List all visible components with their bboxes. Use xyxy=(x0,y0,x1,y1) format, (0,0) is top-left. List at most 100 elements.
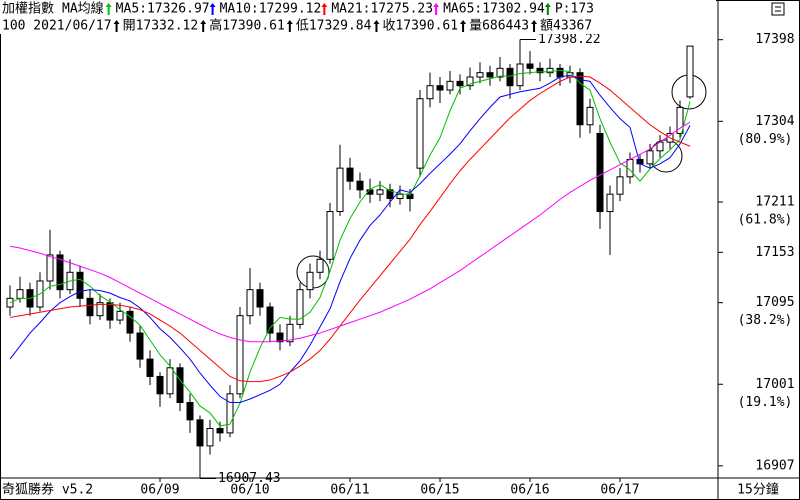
y-tick-label: 17304 xyxy=(755,114,794,129)
annotation: 17398.22 xyxy=(538,32,601,47)
candle-body xyxy=(496,67,504,78)
candle-body xyxy=(446,80,454,91)
candle-body xyxy=(506,67,514,87)
candle-body xyxy=(546,67,554,74)
ma-line xyxy=(9,121,691,343)
candle-body xyxy=(166,367,174,395)
legend-entry: MA65:17302.94 xyxy=(443,2,545,17)
candle-body xyxy=(456,80,464,87)
candle-body xyxy=(426,85,434,100)
separator-arrow xyxy=(209,3,216,15)
candle-body xyxy=(476,72,484,78)
candle-body xyxy=(316,258,324,273)
candle-body xyxy=(126,310,134,334)
candle-body xyxy=(296,289,304,325)
bar-info: 高17390.61 xyxy=(209,18,285,34)
candle-body xyxy=(236,315,244,395)
candle-body xyxy=(256,289,264,308)
separator-arrow xyxy=(460,20,467,32)
chart-title: 加權指數 xyxy=(2,2,54,17)
candle-body xyxy=(356,180,364,191)
y-tick-sublabel: (61.8%) xyxy=(738,213,793,228)
candle-body xyxy=(576,72,584,126)
candle-body xyxy=(46,254,54,282)
candle-body xyxy=(326,211,334,260)
candle-body xyxy=(276,332,284,343)
candle-body xyxy=(186,401,194,421)
bar-info: 收17390.61 xyxy=(382,19,458,34)
candle-body xyxy=(646,150,654,165)
period-label: 15分鐘 xyxy=(737,482,779,498)
candle-body xyxy=(466,76,474,87)
software-label: 奇狐勝券 v5.2 xyxy=(2,482,93,498)
legend-entry: MA10:17299.12 xyxy=(220,2,322,17)
candle-body xyxy=(396,193,404,200)
separator-arrow xyxy=(531,20,538,32)
y-tick-label: 16907 xyxy=(755,458,794,473)
x-tick-label: 06/11 xyxy=(330,483,369,498)
candle-body xyxy=(366,189,374,195)
y-tick-sublabel: (38.2%) xyxy=(738,313,793,328)
y-tick-label: 17211 xyxy=(755,195,794,210)
ma-line xyxy=(9,74,691,403)
candle-body xyxy=(606,193,614,213)
candle-body xyxy=(386,189,394,200)
separator-arrow xyxy=(321,3,328,15)
candle-body xyxy=(586,106,594,126)
bar-info: 開17332.12 xyxy=(123,19,199,34)
candle-body xyxy=(336,167,344,213)
separator-arrow xyxy=(373,20,380,32)
ma-line xyxy=(9,75,691,383)
x-tick-label: 06/16 xyxy=(510,483,549,498)
candle-body xyxy=(106,302,114,321)
y-tick-sublabel: (80.9%) xyxy=(738,132,793,147)
header: 加權指數 MA均線 MA5:17326.97 MA10:17299.12 MA21:17… xyxy=(0,0,716,34)
y-tick-sublabel: (19.1%) xyxy=(738,395,793,410)
x-tick-label: 06/09 xyxy=(140,483,179,498)
candle-body xyxy=(226,393,234,434)
legend-entry: MA5:17326.97 xyxy=(116,2,210,17)
candle-body xyxy=(156,375,164,395)
plot-area: 17398 17304 (80.9%) 17211 (61.8%) 17153 17095 (… xyxy=(6,32,795,498)
candle-body xyxy=(526,63,534,69)
candle-body xyxy=(516,63,524,87)
separator-arrow xyxy=(286,20,293,32)
candle-body xyxy=(376,189,384,195)
candle-body xyxy=(616,176,624,195)
y-tick-label: 17001 xyxy=(755,377,794,392)
candle-body xyxy=(686,45,694,98)
candle-body xyxy=(16,289,24,299)
candle-body xyxy=(86,297,94,317)
separator-arrow xyxy=(544,3,551,15)
candle-body xyxy=(596,132,604,213)
candle-body xyxy=(176,367,184,403)
candle-body xyxy=(216,428,224,434)
window-button[interactable] xyxy=(771,2,785,16)
annotation: 16907.43 xyxy=(218,471,281,486)
bar-info: 量686443 xyxy=(469,19,529,34)
x-tick-label: 06/15 xyxy=(420,483,459,498)
candle-body xyxy=(486,72,494,78)
candle-body xyxy=(676,106,684,134)
y-tick-label: 17095 xyxy=(755,295,794,310)
separator-arrow xyxy=(105,3,112,15)
legend-extra: P:173 xyxy=(555,2,594,17)
x-tick-label: 06/10 xyxy=(230,483,269,498)
candle-body xyxy=(146,358,154,377)
candle-body xyxy=(116,310,124,321)
x-tick-label: 06/17 xyxy=(600,483,639,498)
candle-body xyxy=(286,323,294,343)
separator-arrow xyxy=(113,20,120,32)
indicator-name: MA均線 xyxy=(62,1,104,17)
y-tick-label: 17398 xyxy=(755,32,794,47)
candle-body xyxy=(206,428,214,447)
bar-info: 額43367 xyxy=(540,19,592,34)
candle-body xyxy=(306,271,314,291)
candle-body xyxy=(196,419,204,447)
candle-body xyxy=(246,289,254,317)
ma-line xyxy=(9,69,691,427)
header-background xyxy=(0,0,716,34)
bar-info: 低17329.84 xyxy=(296,19,372,34)
